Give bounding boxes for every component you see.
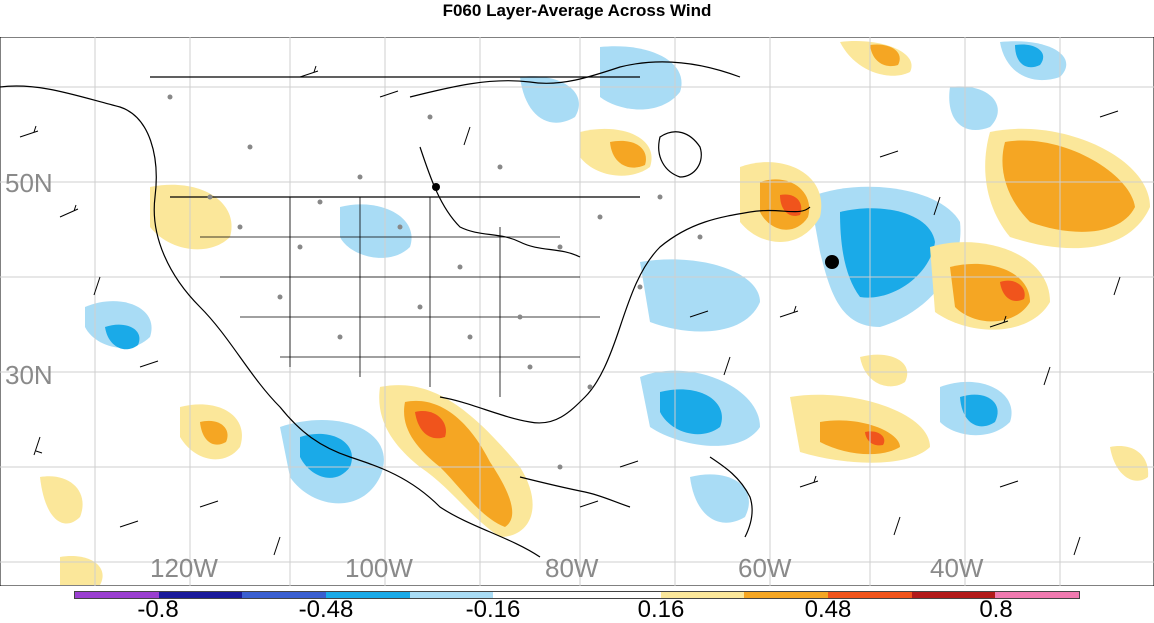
colorbar-segment [995,592,1080,598]
colorbar-segment [577,592,661,598]
colorbar-segment [828,592,912,598]
neg-anomaly-core [1015,44,1044,68]
pos-anomaly-strong [610,140,646,168]
neg-anomaly-region [690,474,749,523]
colorbar-tick: -0.16 [465,596,521,623]
pos-anomaly-region [860,354,908,387]
lon-label-120w: 120W [150,553,218,583]
neg-anomaly-core [960,394,998,427]
colorbar-segment [660,592,745,598]
colorbar-segment [242,592,327,598]
colorbar-segment [158,592,243,598]
colorbar-segment [493,592,578,598]
pos-anomaly-core [1000,280,1025,302]
pos-anomaly-strong [200,420,228,445]
pos-anomaly-region [1110,446,1149,481]
lat-label-50n: 50N [5,168,53,198]
pos-anomaly-strong [1002,140,1135,232]
lon-label-40w: 40W [930,553,984,583]
state-borders [200,197,600,397]
neg-anomaly-core [105,324,140,350]
pos-anomaly-strong [950,263,1030,322]
pos-anomaly-strong [820,420,900,455]
wind-barbs [19,65,1121,556]
colorbar [74,591,1080,599]
pos-anomaly-region [40,476,83,524]
highlight-point [825,255,839,269]
colorbar-tick: 0.16 [637,596,685,623]
coastlines [0,61,811,558]
colorbar-tick: -0.48 [298,596,354,623]
colorbar-tick: 0.8 [979,596,1013,623]
pos-anomaly-strong [870,44,900,67]
lon-label-100w: 100W [345,553,413,583]
colorbar-segment [409,592,494,598]
colorbar-segment [911,592,996,598]
colorbar-segment [744,592,829,598]
pos-anomaly-region [60,556,103,585]
colorbar-segment [326,592,410,598]
lon-label-80w: 80W [545,553,599,583]
colorbar-tick: -0.8 [137,596,179,623]
neg-anomaly-region [520,76,579,123]
anomaly-fill [40,41,1150,585]
colorbar-segment [75,592,159,598]
pos-anomaly-core [415,411,446,439]
map-title: F060 Layer-Average Across Wind [442,1,712,20]
neg-anomaly-region [949,86,998,131]
map-panel [0,37,1154,586]
lat-label-30n: 30N [5,360,53,390]
station-dots [167,94,703,470]
highlight-point [432,183,440,191]
colorbar-tick: 0.48 [804,596,852,623]
neg-anomaly-core [840,208,935,298]
lon-label-60w: 60W [738,553,792,583]
pos-anomaly-core [780,194,802,216]
pos-anomaly-region [150,184,232,250]
neg-anomaly-region [340,204,412,258]
